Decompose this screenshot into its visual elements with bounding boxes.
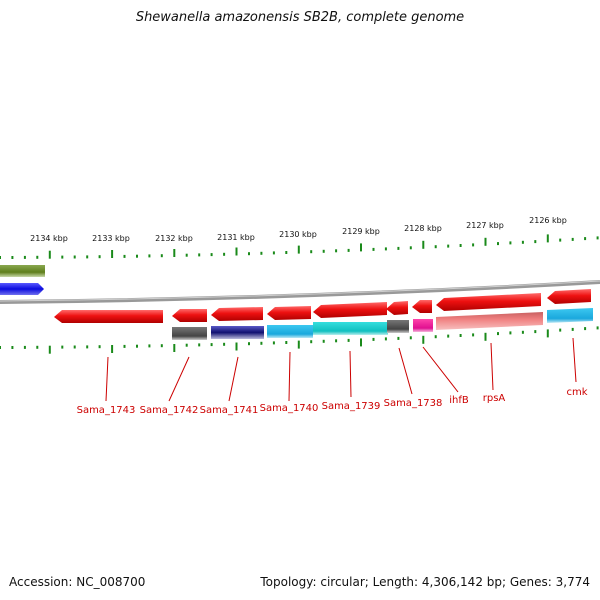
kbp-label-2134: 2134 kbp: [30, 234, 68, 243]
kbp-label-2126: 2126 kbp: [529, 216, 567, 225]
cds-track: [54, 289, 591, 323]
cds-arrow-sama-1743[interactable]: [54, 310, 163, 323]
accession-label: Accession: NC_008700: [9, 575, 146, 589]
feature-bar-sama-1742[interactable]: [172, 327, 207, 340]
cds-arrow-sama-1738[interactable]: [386, 301, 408, 315]
feature-bar-sama-1738[interactable]: [387, 320, 409, 333]
cds-arrow-sama-1739[interactable]: [313, 302, 387, 318]
gene-label-ihfB[interactable]: ihfB: [449, 395, 469, 406]
reverse-scale-ticks: [0, 326, 599, 354]
cds-arrow-rpsA[interactable]: [436, 293, 541, 311]
cds-arrow-ihfB[interactable]: [412, 300, 432, 313]
feature-bar-sama-1741[interactable]: [211, 326, 264, 339]
kbp-label-2132: 2132 kbp: [155, 234, 193, 243]
gene-label-sama-1742[interactable]: Sama_1742: [140, 405, 199, 416]
genome-summary: Topology: circular; Length: 4,306,142 bp…: [260, 575, 590, 589]
forward-feature-olive[interactable]: [0, 265, 45, 277]
feature-bar-cmk[interactable]: [547, 308, 593, 323]
feature-bar-ihfB[interactable]: [413, 319, 433, 332]
kbp-label-2128: 2128 kbp: [404, 224, 442, 233]
gene-label-sama-1738[interactable]: Sama_1738: [384, 398, 443, 409]
feature-bar-rpsA[interactable]: [436, 312, 543, 330]
gene-labels: [105, 337, 577, 402]
feature-track: [172, 308, 593, 340]
feature-bar-sama-1739[interactable]: [313, 322, 388, 335]
kbp-label-2129: 2129 kbp: [342, 227, 380, 236]
gene-label-sama-1741[interactable]: Sama_1741: [200, 405, 259, 416]
gene-label-sama-1743[interactable]: Sama_1743: [77, 405, 136, 416]
map-title: Shewanella amazonensis SB2B, complete ge…: [135, 10, 465, 25]
genome-backbone: [0, 280, 600, 304]
kbp-label-2133: 2133 kbp: [92, 234, 130, 243]
forward-feature-blue[interactable]: [0, 283, 44, 295]
cds-arrow-cmk[interactable]: [547, 289, 591, 304]
gene-label-sama-1739[interactable]: Sama_1739: [322, 401, 381, 412]
kbp-scale-labels: 2134 kbp 2133 kbp 2132 kbp 2131 kbp 2130…: [30, 216, 567, 243]
kbp-label-2127: 2127 kbp: [466, 221, 504, 230]
kbp-label-2130: 2130 kbp: [279, 230, 317, 239]
kbp-label-2131: 2131 kbp: [217, 233, 255, 242]
gene-label-rpsA[interactable]: rpsA: [483, 393, 506, 404]
cds-arrow-sama-1742[interactable]: [172, 309, 207, 322]
gene-label-sama-1740[interactable]: Sama_1740: [260, 403, 319, 414]
feature-bar-sama-1740[interactable]: [267, 325, 313, 338]
cds-arrow-sama-1741[interactable]: [211, 307, 263, 321]
cds-arrow-sama-1740[interactable]: [267, 306, 311, 320]
forward-scale-ticks: [0, 234, 599, 259]
gene-label-cmk[interactable]: cmk: [566, 387, 587, 398]
